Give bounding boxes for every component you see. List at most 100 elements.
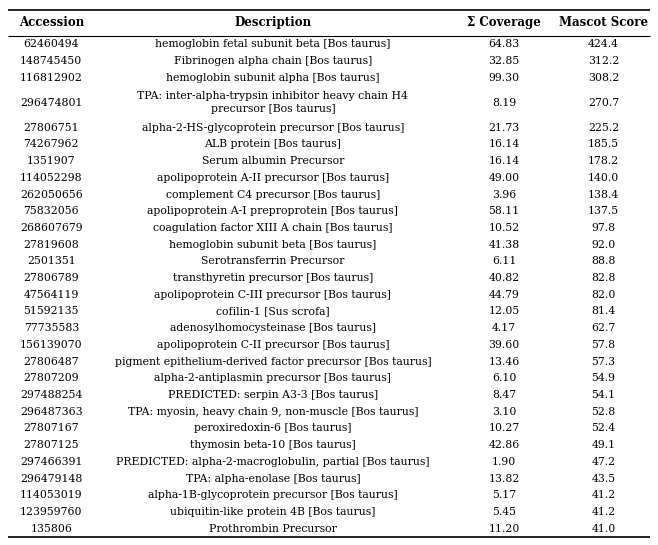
Text: 5.17: 5.17 (492, 490, 516, 500)
Text: 5.45: 5.45 (492, 507, 516, 517)
Text: alpha-1B-glycoprotein precursor [Bos taurus]: alpha-1B-glycoprotein precursor [Bos tau… (148, 490, 397, 500)
Text: 268607679: 268607679 (20, 223, 83, 233)
Text: TPA: inter-alpha-trypsin inhibitor heavy chain H4
precursor [Bos taurus]: TPA: inter-alpha-trypsin inhibitor heavy… (138, 92, 408, 114)
Text: 52.4: 52.4 (592, 423, 615, 433)
Text: 99.30: 99.30 (488, 72, 520, 83)
Text: 43.5: 43.5 (592, 474, 615, 483)
Text: 297466391: 297466391 (20, 457, 83, 467)
Text: thymosin beta-10 [Bos taurus]: thymosin beta-10 [Bos taurus] (190, 440, 356, 450)
Text: 178.2: 178.2 (588, 156, 619, 166)
Text: 296479148: 296479148 (20, 474, 82, 483)
Text: 424.4: 424.4 (588, 39, 619, 49)
Text: ubiquitin-like protein 4B [Bos taurus]: ubiquitin-like protein 4B [Bos taurus] (170, 507, 376, 517)
Text: 75832056: 75832056 (24, 206, 79, 216)
Text: 49.00: 49.00 (488, 173, 520, 183)
Text: 27806789: 27806789 (24, 273, 79, 283)
Text: pigment epithelium-derived factor precursor [Bos taurus]: pigment epithelium-derived factor precur… (114, 356, 431, 367)
Text: hemoglobin subunit alpha [Bos taurus]: hemoglobin subunit alpha [Bos taurus] (166, 72, 380, 83)
Text: alpha-2-antiplasmin precursor [Bos taurus]: alpha-2-antiplasmin precursor [Bos tauru… (155, 373, 392, 383)
Text: Mascot Score: Mascot Score (559, 16, 648, 29)
Text: TPA: alpha-enolase [Bos taurus]: TPA: alpha-enolase [Bos taurus] (186, 474, 360, 483)
Text: 123959760: 123959760 (20, 507, 83, 517)
Text: 27807209: 27807209 (24, 373, 79, 383)
Text: Serotransferrin Precursor: Serotransferrin Precursor (201, 256, 345, 267)
Text: 308.2: 308.2 (588, 72, 619, 83)
Text: 138.4: 138.4 (588, 190, 619, 199)
Text: 21.73: 21.73 (488, 123, 520, 133)
Text: transthyretin precursor [Bos taurus]: transthyretin precursor [Bos taurus] (172, 273, 373, 283)
Text: 114052298: 114052298 (20, 173, 83, 183)
Text: 57.8: 57.8 (592, 340, 615, 350)
Text: PREDICTED: alpha-2-macroglobulin, partial [Bos taurus]: PREDICTED: alpha-2-macroglobulin, partia… (116, 457, 430, 467)
Text: 40.82: 40.82 (488, 273, 520, 283)
Text: peroxiredoxin-6 [Bos taurus]: peroxiredoxin-6 [Bos taurus] (194, 423, 351, 433)
Text: Fibrinogen alpha chain [Bos taurus]: Fibrinogen alpha chain [Bos taurus] (174, 56, 372, 66)
Text: 39.60: 39.60 (488, 340, 520, 350)
Text: 62.7: 62.7 (592, 323, 616, 333)
Text: 51592135: 51592135 (24, 306, 79, 317)
Text: 10.52: 10.52 (488, 223, 520, 233)
Text: 1.90: 1.90 (492, 457, 516, 467)
Text: 74267962: 74267962 (24, 140, 79, 149)
Text: TPA: myosin, heavy chain 9, non-muscle [Bos taurus]: TPA: myosin, heavy chain 9, non-muscle [… (128, 407, 418, 417)
Text: 27806751: 27806751 (24, 123, 79, 133)
Text: complement C4 precursor [Bos taurus]: complement C4 precursor [Bos taurus] (166, 190, 380, 199)
Text: 64.83: 64.83 (488, 39, 520, 49)
Text: 12.05: 12.05 (488, 306, 520, 317)
Text: 47564119: 47564119 (24, 290, 79, 300)
Text: 57.3: 57.3 (592, 356, 615, 367)
Text: 52.8: 52.8 (592, 407, 616, 417)
Text: 58.11: 58.11 (488, 206, 520, 216)
Text: 27819608: 27819608 (24, 240, 79, 250)
Text: 297488254: 297488254 (20, 390, 82, 400)
Text: 82.0: 82.0 (592, 290, 616, 300)
Text: 13.82: 13.82 (488, 474, 520, 483)
Text: 135806: 135806 (30, 524, 72, 534)
Text: 262050656: 262050656 (20, 190, 83, 199)
Text: 10.27: 10.27 (488, 423, 520, 433)
Text: 148745450: 148745450 (20, 56, 82, 66)
Text: 62460494: 62460494 (24, 39, 79, 49)
Text: 92.0: 92.0 (592, 240, 616, 250)
Text: hemoglobin fetal subunit beta [Bos taurus]: hemoglobin fetal subunit beta [Bos tauru… (155, 39, 390, 49)
Text: 41.2: 41.2 (592, 507, 616, 517)
Text: 82.8: 82.8 (592, 273, 616, 283)
Text: 81.4: 81.4 (592, 306, 616, 317)
Text: cofilin-1 [Sus scrofa]: cofilin-1 [Sus scrofa] (216, 306, 330, 317)
Text: 8.19: 8.19 (492, 98, 516, 108)
Text: Serum albumin Precursor: Serum albumin Precursor (201, 156, 344, 166)
Text: ALB protein [Bos taurus]: ALB protein [Bos taurus] (205, 140, 342, 149)
Text: 11.20: 11.20 (488, 524, 520, 534)
Text: 6.11: 6.11 (492, 256, 516, 267)
Text: 42.86: 42.86 (488, 440, 520, 450)
Text: 296474801: 296474801 (20, 98, 83, 108)
Text: 41.2: 41.2 (592, 490, 616, 500)
Text: 54.1: 54.1 (592, 390, 615, 400)
Text: 47.2: 47.2 (592, 457, 615, 467)
Text: apolipoprotein C-II precursor [Bos taurus]: apolipoprotein C-II precursor [Bos tauru… (157, 340, 389, 350)
Text: 27807125: 27807125 (24, 440, 79, 450)
Text: 270.7: 270.7 (588, 98, 619, 108)
Text: 44.79: 44.79 (488, 290, 519, 300)
Text: adenosylhomocysteinase [Bos taurus]: adenosylhomocysteinase [Bos taurus] (170, 323, 376, 333)
Text: Description: Description (234, 16, 311, 29)
Text: 140.0: 140.0 (588, 173, 619, 183)
Text: 156139070: 156139070 (20, 340, 83, 350)
Text: 116812902: 116812902 (20, 72, 83, 83)
Text: 3.10: 3.10 (492, 407, 516, 417)
Text: coagulation factor XIII A chain [Bos taurus]: coagulation factor XIII A chain [Bos tau… (153, 223, 393, 233)
Text: 27807167: 27807167 (24, 423, 79, 433)
Text: apolipoprotein A-I preproprotein [Bos taurus]: apolipoprotein A-I preproprotein [Bos ta… (147, 206, 398, 216)
Text: 2501351: 2501351 (27, 256, 76, 267)
Text: 49.1: 49.1 (592, 440, 615, 450)
Text: Σ Coverage: Σ Coverage (467, 16, 541, 29)
Text: 312.2: 312.2 (588, 56, 619, 66)
Text: 3.96: 3.96 (492, 190, 516, 199)
Text: 41.38: 41.38 (488, 240, 520, 250)
Text: 41.0: 41.0 (592, 524, 616, 534)
Text: 4.17: 4.17 (492, 323, 516, 333)
Text: apolipoprotein C-III precursor [Bos taurus]: apolipoprotein C-III precursor [Bos taur… (155, 290, 392, 300)
Text: 296487363: 296487363 (20, 407, 83, 417)
Text: 137.5: 137.5 (588, 206, 619, 216)
Text: 88.8: 88.8 (592, 256, 616, 267)
